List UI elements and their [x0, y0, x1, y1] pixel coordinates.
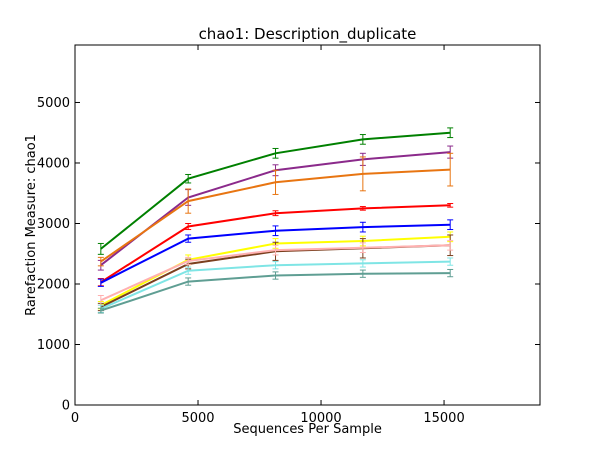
error-bar: [359, 242, 366, 254]
y-tick-label: 0: [62, 399, 70, 414]
error-bar: [185, 266, 192, 275]
error-bar: [272, 210, 279, 217]
error-bar: [185, 277, 192, 286]
error-bar: [185, 256, 192, 266]
error-bar: [185, 188, 192, 214]
plot-area: [97, 127, 454, 314]
error-bar: [359, 221, 366, 233]
error-bar: [185, 173, 192, 184]
error-bar: [447, 257, 454, 266]
series-9: [97, 257, 454, 313]
x-tick-label: 15000: [423, 411, 464, 426]
error-bar: [359, 156, 366, 192]
x-axis-label: Sequences Per Sample: [233, 422, 382, 437]
axis-ticks: 0 5000 10000 15000 0 1000 2000 3000 4000 5000: [37, 45, 540, 426]
error-bar: [359, 206, 366, 211]
y-axis-label: Rarefaction Measure: chao1: [24, 134, 39, 316]
error-bar: [359, 259, 366, 268]
error-bar: [359, 134, 366, 145]
error-bar: [272, 169, 279, 195]
series-10: [97, 268, 454, 314]
error-bar: [447, 268, 454, 278]
series-5: [97, 219, 454, 287]
y-tick-label: 1000: [37, 338, 70, 353]
chart-title: chao1: Description_duplicate: [199, 25, 417, 44]
series-1: [97, 127, 454, 255]
y-tick-label: 2000: [37, 277, 70, 292]
error-bar: [272, 225, 279, 237]
error-bar: [447, 127, 454, 139]
error-bar: [359, 269, 366, 278]
y-tick-label: 4000: [37, 156, 70, 171]
error-bar: [447, 239, 454, 251]
y-tick-label: 3000: [37, 217, 70, 232]
x-tick-label: 10000: [300, 411, 341, 426]
error-bar: [272, 244, 279, 256]
error-bar: [272, 271, 279, 280]
series-3: [97, 152, 454, 267]
error-bar: [97, 242, 104, 255]
error-bar: [272, 147, 279, 159]
error-bar: [185, 222, 192, 231]
error-bar: [97, 256, 104, 267]
x-tick-label: 5000: [181, 411, 214, 426]
y-tick-label: 5000: [37, 96, 70, 111]
error-bar: [97, 278, 104, 287]
error-bar: [97, 307, 104, 314]
error-bar: [447, 203, 454, 208]
error-bar: [447, 219, 454, 231]
error-bar: [447, 152, 454, 187]
plot-frame: [74, 44, 541, 406]
series-8: [97, 239, 454, 306]
x-tick-label: 0: [71, 411, 79, 426]
error-bar: [185, 234, 192, 243]
error-bar: [272, 261, 279, 270]
